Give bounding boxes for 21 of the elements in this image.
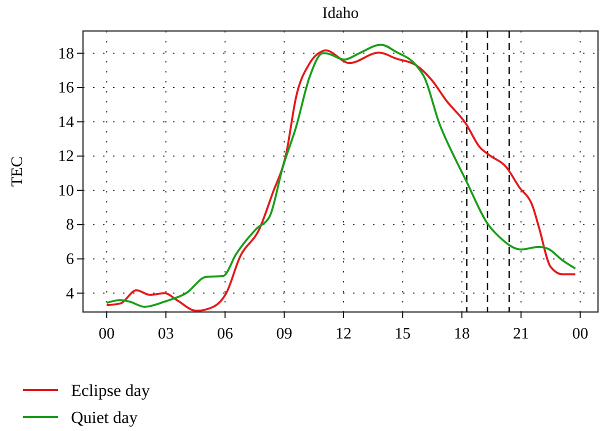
y-axis-title: TEC xyxy=(9,156,26,187)
y-tick-label: 16 xyxy=(58,80,74,97)
y-tick-label: 4 xyxy=(66,285,74,302)
x-tick-label: 06 xyxy=(217,326,234,343)
y-tick-label: 18 xyxy=(58,45,74,62)
y-tick-label: 10 xyxy=(58,182,74,200)
y-tick-label: 8 xyxy=(66,216,74,234)
legend-label: Quiet day xyxy=(71,408,138,427)
x-tick-label: 18 xyxy=(454,326,470,343)
x-tick-label: 21 xyxy=(513,326,530,343)
legend-label: Eclipse day xyxy=(71,381,150,400)
x-tick-label: 09 xyxy=(276,326,292,343)
x-tick-label: 00 xyxy=(572,326,588,343)
y-tick-label: 6 xyxy=(66,251,74,268)
chart-title: Idaho xyxy=(322,5,359,22)
x-tick-label: 03 xyxy=(158,326,174,343)
x-tick-label: 00 xyxy=(98,326,115,343)
y-tick-label: 12 xyxy=(58,148,74,166)
x-tick-label: 12 xyxy=(335,326,352,343)
y-tick-label: 14 xyxy=(58,114,74,131)
x-tick-label: 15 xyxy=(394,326,411,343)
